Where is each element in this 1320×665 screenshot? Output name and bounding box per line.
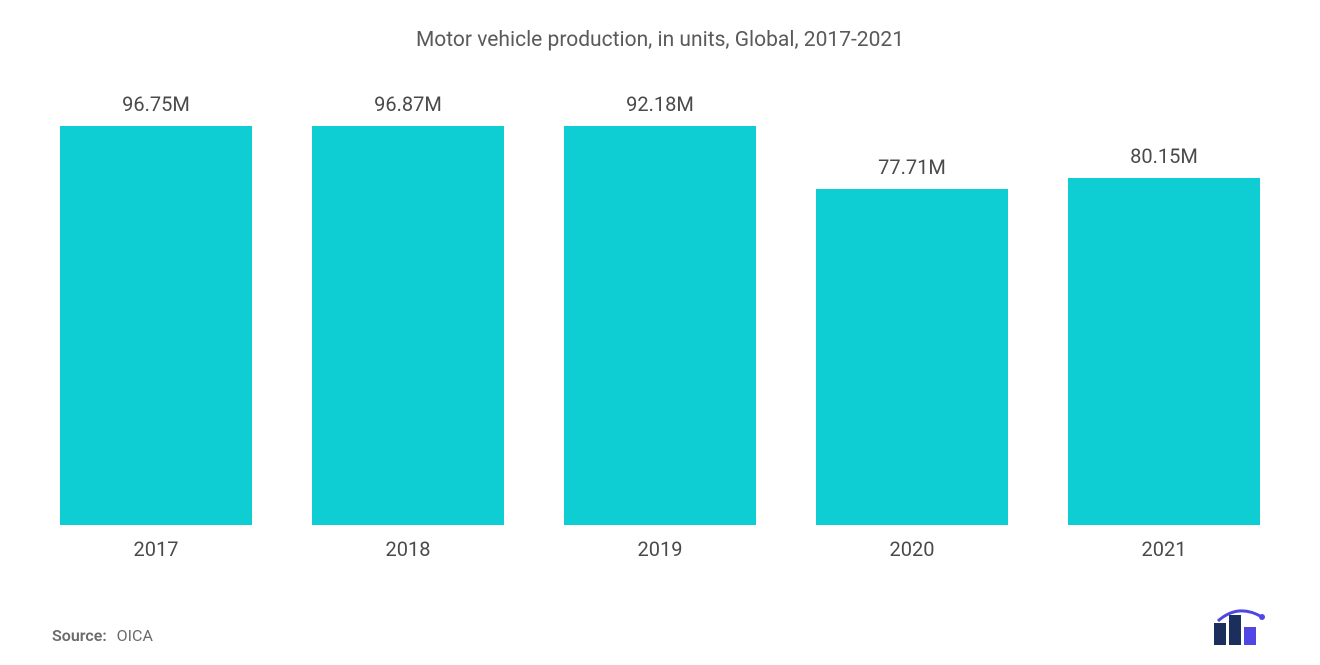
bar-value-label: 96.87M — [374, 92, 442, 116]
plot-area: 96.75M 2017 96.87M 2018 92.18M 2019 77.71M 2020… — [50, 92, 1270, 561]
bar-value-label: 92.18M — [626, 92, 694, 116]
bar-x-label: 2018 — [386, 537, 431, 561]
source-value: OICA — [117, 626, 153, 645]
bar-column: 96.87M 2018 — [312, 92, 504, 561]
bar-rect — [312, 126, 504, 525]
source-line: Source: OICA — [52, 626, 153, 645]
bar-stack: 92.18M — [564, 92, 756, 525]
bar-x-label: 2019 — [638, 537, 683, 561]
bar-x-label: 2021 — [1142, 537, 1187, 561]
bar-stack: 77.71M — [816, 92, 1008, 525]
bar-rect — [1068, 178, 1260, 525]
bar-value-label: 80.15M — [1130, 144, 1198, 168]
chart-title: Motor vehicle production, in units, Glob… — [50, 28, 1270, 52]
bar-column: 96.75M 2017 — [60, 92, 252, 561]
bar-column: 92.18M 2019 — [564, 92, 756, 561]
bar-column: 80.15M 2021 — [1068, 92, 1260, 561]
bar-x-label: 2017 — [134, 537, 179, 561]
bar-stack: 80.15M — [1068, 92, 1260, 525]
bar-rect — [564, 126, 756, 525]
bar-value-label: 77.71M — [878, 155, 946, 179]
bar-rect — [60, 126, 252, 525]
bar-x-label: 2020 — [890, 537, 935, 561]
bar-stack: 96.75M — [60, 92, 252, 525]
bar-stack: 96.87M — [312, 92, 504, 525]
source-label: Source: — [52, 626, 107, 645]
bar-value-label: 96.75M — [122, 92, 190, 116]
brand-logo — [1212, 609, 1268, 645]
brand-logo-svg — [1212, 609, 1268, 645]
chart-container: Motor vehicle production, in units, Glob… — [0, 0, 1320, 665]
bar-column: 77.71M 2020 — [816, 92, 1008, 561]
chart-footer: Source: OICA — [50, 609, 1270, 645]
bar-rect — [816, 189, 1008, 525]
